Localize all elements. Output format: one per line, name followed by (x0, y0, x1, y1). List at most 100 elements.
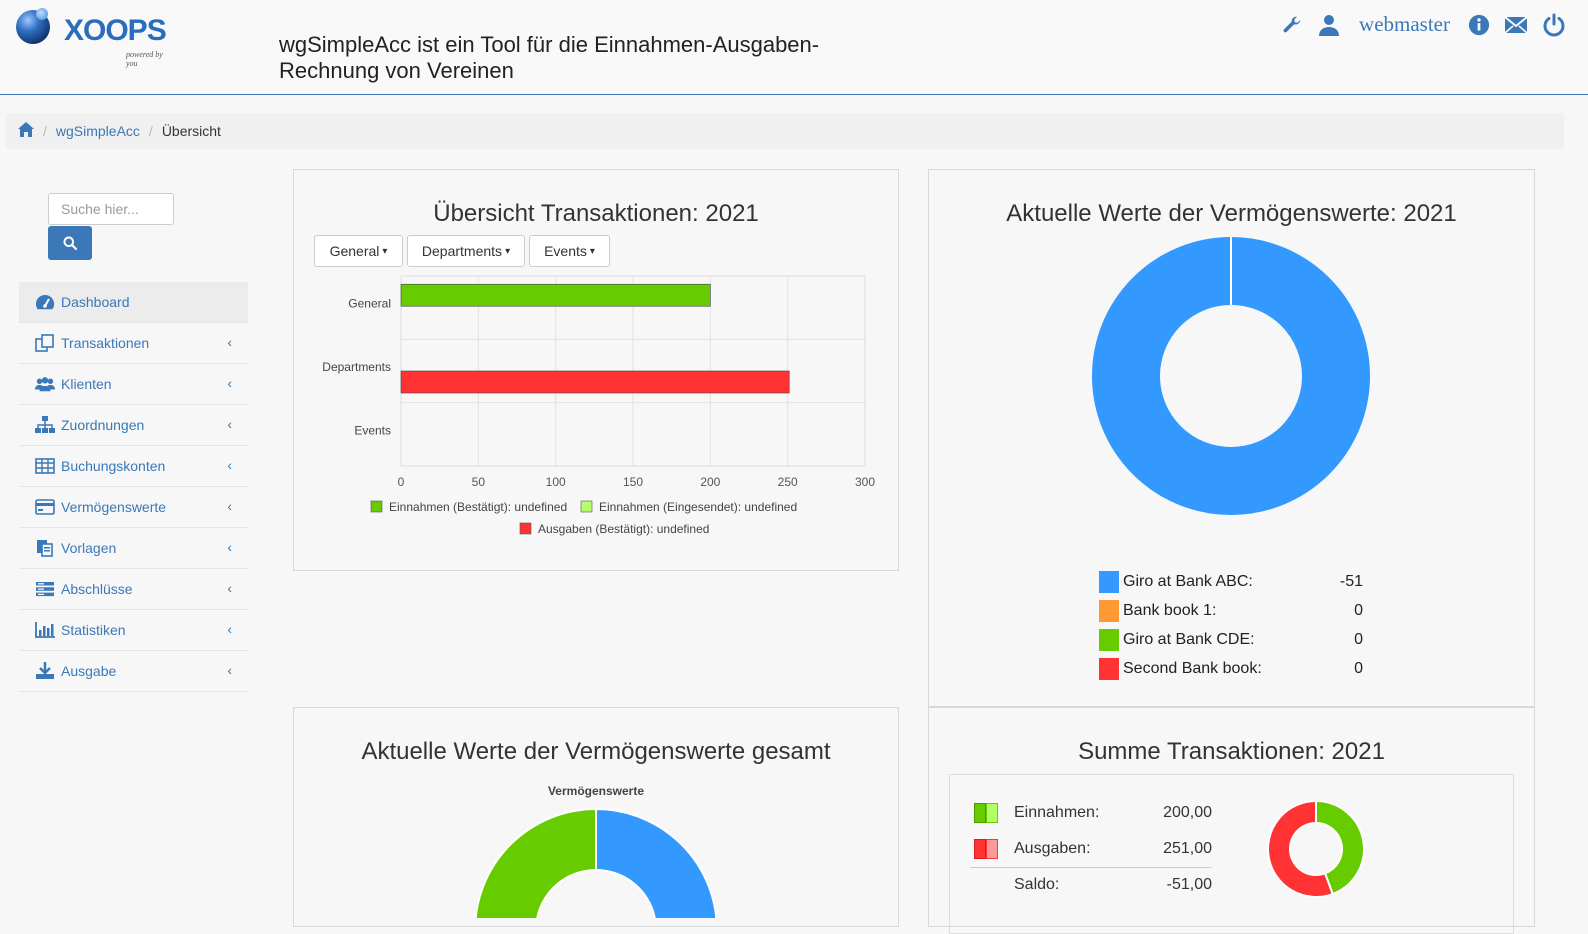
chevron-left-icon: ‹ (227, 539, 232, 555)
sidebar-item-zuordnungen[interactable]: Zuordnungen ‹ (19, 405, 248, 446)
chevron-left-icon: ‹ (227, 621, 232, 637)
legend-swatch (1099, 629, 1119, 651)
legend-label: Giro at Bank ABC: (1123, 573, 1253, 590)
sum-label: Einnahmen: (1014, 804, 1100, 821)
sum-label: Ausgaben: (1014, 840, 1091, 857)
sidebar-item-ausgabe[interactable]: Ausgabe ‹ (19, 651, 248, 692)
panel-title: Aktuelle Werte der Vermögenswerte gesamt (361, 738, 831, 765)
closings-icon (35, 579, 55, 599)
mail-icon[interactable] (1504, 15, 1528, 35)
sum-box: Einnahmen: 200,00 Ausgaben: 251,00 Saldo… (949, 774, 1514, 934)
sidebar-item-dashboard[interactable]: Dashboard (19, 282, 248, 323)
sum-doughnut-chart (1267, 799, 1365, 898)
chevron-left-icon: ‹ (227, 416, 232, 432)
sidebar-item-label: Vorlagen (61, 540, 117, 556)
donut-slice (474, 807, 597, 918)
transactions-overview-panel: Übersicht Transaktionen: 2021 General ▾ … (293, 169, 899, 571)
power-icon[interactable] (1542, 13, 1566, 37)
sum-value: 251,00 (1163, 840, 1212, 857)
sidebar-item-label: Buchungskonten (61, 458, 166, 474)
panel-title: Aktuelle Werte der Vermögenswerte: 2021 (1006, 200, 1457, 227)
site-title: wgSimpleAcc ist ein Tool für die Einnahm… (279, 32, 820, 83)
search-input[interactable] (48, 193, 174, 225)
income-color-swatch (974, 803, 998, 823)
filter-events-dropdown[interactable]: Events ▾ (529, 235, 610, 267)
sidebar-item-label: Vermögenswerte (61, 499, 167, 515)
logo-text: XOOPS (64, 14, 167, 47)
sum-value: 200,00 (1163, 804, 1212, 821)
page-header: XOOPS powered by you wgSimpleAcc ist ein… (0, 0, 1588, 95)
legend-label: Bank book 1: (1123, 602, 1217, 619)
chevron-left-icon: ‹ (227, 375, 232, 391)
sum-row-income: Einnahmen: 200,00 (974, 803, 1212, 823)
wrench-icon[interactable] (1281, 14, 1303, 36)
double-chevron-down-icon: ▾ (505, 245, 511, 257)
legend-swatch (1099, 658, 1119, 680)
clients-icon (35, 374, 55, 394)
sidebar-item-label: Transaktionen (61, 335, 150, 351)
legend-swatch (1099, 600, 1119, 622)
user-toolbar: webmaster (1281, 12, 1566, 37)
legend-label: Giro at Bank CDE: (1123, 631, 1255, 648)
legend-item: Giro at Bank ABC: -51 (1099, 571, 1363, 593)
double-chevron-down-icon: ▾ (589, 245, 595, 257)
chevron-left-icon: ‹ (227, 662, 232, 678)
filter-general-dropdown[interactable]: General ▾ (314, 235, 403, 267)
sum-label: Saldo: (1014, 876, 1060, 893)
x-tick-label: 200 (700, 475, 720, 489)
user-icon[interactable] (1317, 13, 1341, 37)
legend-label: Ausgaben (Bestätigt): undefined (538, 522, 709, 536)
breadcrumb-module-link[interactable]: wgSimpleAcc (55, 123, 140, 139)
double-chevron-down-icon: ▾ (382, 245, 388, 257)
chevron-left-icon: ‹ (227, 334, 232, 350)
sidebar-item-label: Abschlüsse (61, 581, 133, 597)
legend-swatch (580, 500, 593, 513)
sidebar-item-vorlagen[interactable]: Vorlagen ‹ (19, 528, 248, 569)
sum-transactions-panel: Summe Transaktionen: 2021 Einnahmen: 200… (928, 707, 1535, 934)
sidebar-item-buchungskonten[interactable]: Buchungskonten ‹ (19, 446, 248, 487)
legend-item: Bank book 1: 0 (1099, 600, 1363, 622)
sidebar-item-transaktionen[interactable]: Transaktionen ‹ (19, 323, 248, 364)
assets-total-doughnut-chart: Vermögenswerte (474, 784, 718, 918)
legend-swatch (519, 522, 532, 535)
search-button[interactable] (48, 226, 92, 260)
chevron-left-icon: ‹ (227, 498, 232, 514)
templates-icon (35, 538, 55, 558)
transactions-bar-chart: 0 50 100 150 200 250 300 General Departments Even… (322, 275, 875, 536)
sidebar-item-abschluesse[interactable]: Abschlüsse ‹ (19, 569, 248, 610)
x-tick-label: 0 (398, 475, 405, 489)
home-icon[interactable] (18, 122, 34, 140)
username-link[interactable]: webmaster (1359, 12, 1450, 36)
sidebar-item-label: Ausgabe (61, 663, 117, 679)
filter-departments-dropdown[interactable]: Departments ▾ (407, 235, 525, 267)
bar-mark (400, 370, 790, 394)
donut-slice (595, 807, 718, 918)
sidebar-item-label: Klienten (61, 376, 112, 392)
sidebar-item-label: Dashboard (61, 294, 130, 310)
sidebar-item-vermoegenswerte[interactable]: Vermögenswerte ‹ (19, 487, 248, 528)
assets-icon (35, 497, 55, 517)
x-tick-label: 250 (778, 475, 798, 489)
y-tick-label: Events (354, 423, 391, 437)
allocations-icon (35, 415, 55, 435)
xoops-logo[interactable]: XOOPS powered by you (16, 8, 176, 68)
logo-ball-icon (16, 8, 50, 44)
chart-title: Vermögenswerte (548, 784, 644, 798)
legend-label: Second Bank book: (1123, 660, 1262, 677)
legend-item: Giro at Bank CDE: 0 (1099, 629, 1363, 651)
statistics-icon (35, 620, 55, 640)
panel-title: Summe Transaktionen: 2021 (1078, 738, 1385, 765)
breadcrumb-current: Übersicht (161, 123, 221, 139)
x-tick-label: 150 (623, 475, 643, 489)
info-icon[interactable] (1468, 14, 1490, 36)
legend-swatch (1099, 571, 1119, 593)
assets-2021-panel: Aktuelle Werte der Vermögenswerte: 2021 … (928, 169, 1535, 707)
sidebar-item-klienten[interactable]: Klienten ‹ (19, 364, 248, 405)
sidebar-item-label: Statistiken (61, 622, 126, 638)
legend-value: -51 (1339, 573, 1363, 590)
accounts-icon (35, 456, 55, 476)
sum-row-balance: Saldo: -51,00 (974, 875, 1212, 895)
sidebar-item-statistiken[interactable]: Statistiken ‹ (19, 610, 248, 651)
sum-row-expenses: Ausgaben: 251,00 (974, 839, 1212, 859)
legend-value: 0 (1354, 660, 1363, 677)
